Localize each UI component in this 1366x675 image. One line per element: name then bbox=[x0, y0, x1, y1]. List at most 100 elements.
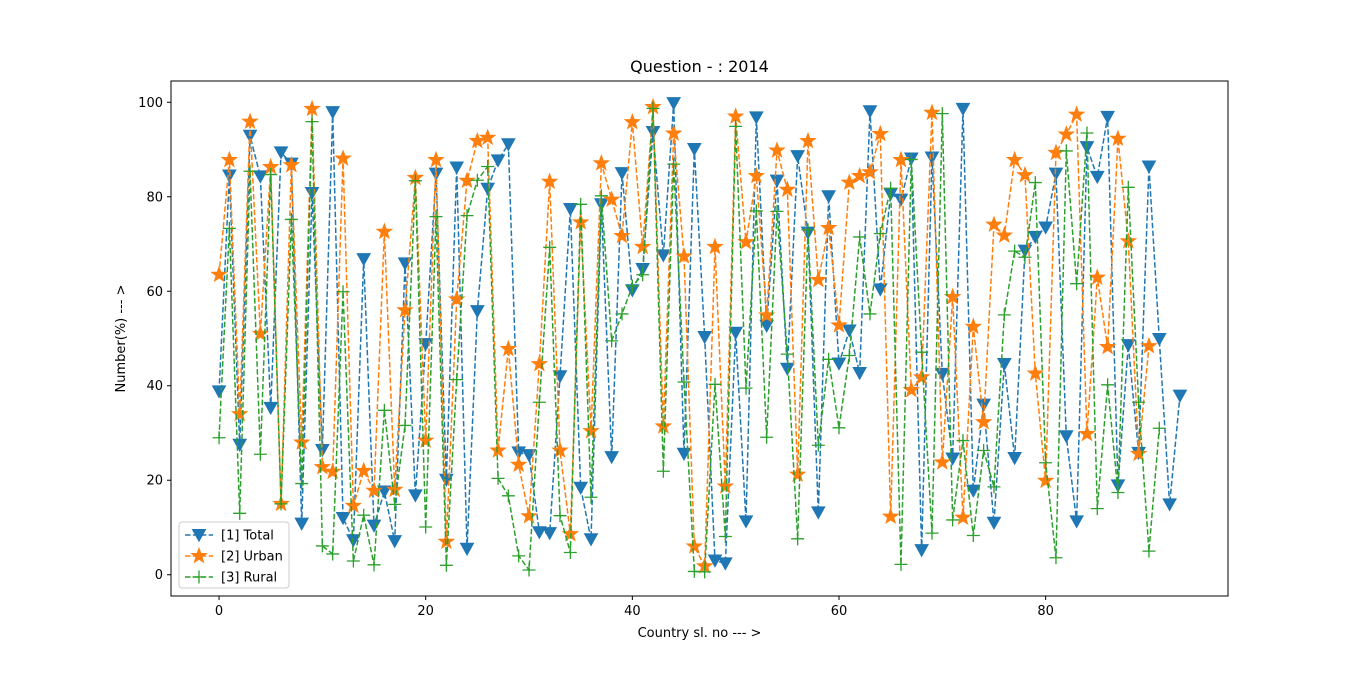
series-2-point bbox=[323, 462, 342, 480]
series-1-point bbox=[1162, 498, 1177, 512]
x-axis: 0 20 40 60 80 bbox=[215, 596, 1054, 619]
series-1-point bbox=[1027, 230, 1043, 245]
series-1-point bbox=[356, 253, 372, 267]
series-2-point bbox=[974, 412, 993, 430]
series-3-point bbox=[667, 157, 681, 171]
y-axis-label: Number(%) --- > bbox=[114, 285, 129, 393]
series-3-point bbox=[925, 526, 939, 540]
series-1-point bbox=[1172, 389, 1188, 403]
series-1-point bbox=[335, 512, 351, 526]
series-1-point bbox=[717, 557, 733, 571]
series-1-point bbox=[583, 533, 599, 547]
series-1-point bbox=[346, 534, 361, 548]
series-2-point bbox=[385, 480, 404, 498]
series-2-point bbox=[303, 99, 321, 117]
legend-entry: [3] Rural bbox=[221, 571, 277, 586]
series-3-point bbox=[574, 197, 588, 211]
series-2-point bbox=[892, 150, 910, 168]
series-3-point bbox=[646, 101, 660, 115]
series-3-point bbox=[625, 279, 639, 293]
series-3-point bbox=[1080, 126, 1094, 140]
series-3-line bbox=[218, 108, 1161, 573]
series-1-point bbox=[697, 331, 713, 345]
series-1-point bbox=[810, 506, 826, 520]
series-3-point bbox=[946, 513, 960, 527]
series-2-point bbox=[706, 237, 724, 255]
series-3-point bbox=[491, 471, 505, 485]
series-2-point bbox=[985, 215, 1003, 233]
series-1-point bbox=[1141, 160, 1157, 174]
series-3-point bbox=[253, 447, 267, 461]
series-2-point bbox=[654, 417, 673, 434]
y-tick-label: 60 bbox=[146, 285, 163, 300]
y-tick-label: 100 bbox=[138, 96, 163, 111]
series-2-point bbox=[809, 270, 828, 288]
series-2-point bbox=[1119, 232, 1138, 249]
series-1-point bbox=[511, 446, 527, 460]
series-1-point bbox=[490, 154, 506, 168]
series-3-point bbox=[894, 557, 908, 571]
series-2-point bbox=[1140, 336, 1158, 354]
series-2-point bbox=[912, 368, 931, 385]
series-1-point bbox=[1089, 170, 1105, 185]
series-3-point bbox=[760, 430, 774, 444]
series-3-point bbox=[408, 174, 422, 188]
series-1-point bbox=[924, 151, 940, 165]
series-3-point bbox=[1121, 180, 1135, 194]
series-2-point bbox=[995, 226, 1014, 243]
series-3-point bbox=[832, 421, 846, 435]
series-2-point bbox=[850, 166, 869, 184]
series-2-point bbox=[933, 453, 952, 470]
series-3-point bbox=[801, 223, 815, 237]
series-1-point bbox=[1038, 221, 1053, 235]
series-3-point bbox=[615, 307, 629, 321]
series-3-point bbox=[367, 558, 381, 572]
series-1-point bbox=[253, 170, 268, 184]
x-tick-label: 20 bbox=[417, 604, 434, 619]
series-1-point bbox=[408, 489, 423, 503]
series-1-point bbox=[521, 449, 537, 463]
series-1-point bbox=[707, 554, 723, 568]
series-3-point bbox=[222, 221, 236, 235]
series-2-point bbox=[509, 455, 528, 473]
series-1-point bbox=[955, 102, 971, 117]
series-1-point bbox=[852, 366, 868, 381]
series-1-point bbox=[1058, 430, 1074, 444]
series-3-point bbox=[977, 443, 991, 457]
series-3-point bbox=[935, 107, 949, 121]
series-3-point bbox=[749, 204, 763, 218]
series-2-point bbox=[582, 421, 600, 439]
series-3-point bbox=[997, 308, 1011, 322]
y-tick-label: 80 bbox=[146, 190, 163, 205]
series-3-point bbox=[770, 204, 784, 218]
series-1-point bbox=[263, 401, 279, 416]
series-2-point bbox=[602, 190, 621, 208]
series-2-point bbox=[1036, 471, 1055, 489]
series-3-point bbox=[739, 381, 753, 395]
series-2-point bbox=[1067, 105, 1086, 122]
series-2-point bbox=[747, 166, 766, 184]
series-2-point bbox=[840, 173, 859, 190]
series-3-point bbox=[636, 268, 650, 282]
series-3-point bbox=[780, 347, 794, 361]
series-2-point bbox=[375, 222, 394, 240]
series-2-point bbox=[292, 433, 311, 450]
series-2-point bbox=[282, 155, 301, 173]
series-1-point bbox=[986, 516, 1002, 530]
series-1-point bbox=[738, 515, 754, 529]
series-2-point bbox=[664, 124, 683, 141]
legend-marker bbox=[191, 528, 207, 543]
series-2-point bbox=[458, 171, 476, 189]
series-3-point bbox=[512, 549, 526, 563]
series-3-point bbox=[243, 164, 257, 178]
series-2-point bbox=[427, 150, 445, 168]
series-3-point bbox=[315, 539, 329, 553]
y-tick-label: 20 bbox=[146, 474, 163, 489]
series-3-point bbox=[450, 373, 464, 387]
series-2-point bbox=[1026, 364, 1045, 381]
series-2-point bbox=[1098, 337, 1117, 355]
series-1-point bbox=[470, 305, 485, 319]
series-3-point bbox=[863, 307, 877, 321]
series-1-point bbox=[387, 535, 403, 549]
series-2-point bbox=[778, 180, 797, 198]
